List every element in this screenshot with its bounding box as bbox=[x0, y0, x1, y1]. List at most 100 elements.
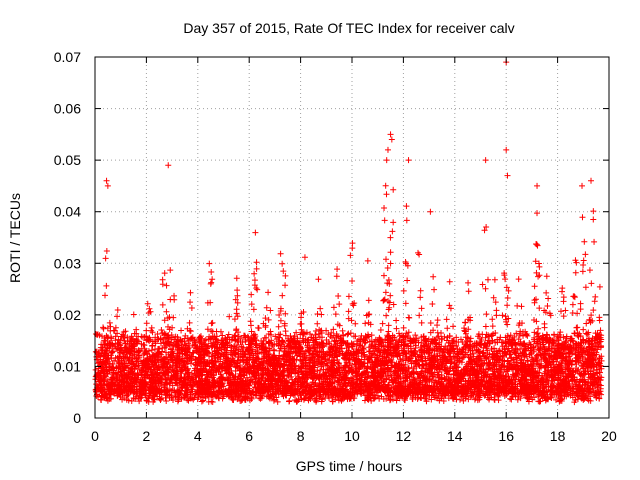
data-point bbox=[458, 359, 465, 366]
data-point bbox=[206, 260, 213, 267]
data-point bbox=[208, 268, 215, 275]
data-point bbox=[577, 333, 584, 340]
data-point bbox=[187, 360, 194, 367]
data-point bbox=[208, 279, 215, 286]
data-point bbox=[188, 305, 195, 312]
data-point bbox=[208, 353, 215, 360]
data-points bbox=[92, 59, 605, 406]
data-point bbox=[591, 238, 598, 245]
data-point bbox=[122, 328, 129, 335]
data-point bbox=[161, 317, 168, 324]
data-point bbox=[130, 311, 137, 318]
data-point bbox=[144, 300, 151, 307]
data-point bbox=[545, 295, 552, 302]
data-point bbox=[577, 306, 584, 313]
data-point bbox=[579, 268, 586, 275]
data-point bbox=[204, 326, 211, 333]
data-point bbox=[149, 343, 156, 350]
data-point bbox=[418, 319, 425, 326]
data-point bbox=[248, 328, 255, 335]
data-point bbox=[491, 276, 498, 283]
data-point bbox=[382, 289, 389, 296]
data-point bbox=[571, 294, 578, 301]
data-point bbox=[390, 219, 397, 226]
data-point bbox=[431, 286, 438, 293]
data-point bbox=[265, 289, 272, 296]
data-point bbox=[588, 280, 595, 287]
data-point bbox=[133, 326, 140, 333]
data-point bbox=[145, 310, 152, 317]
data-point bbox=[307, 331, 314, 338]
data-point bbox=[532, 296, 539, 303]
data-point bbox=[163, 308, 170, 315]
data-point bbox=[330, 304, 337, 311]
data-point bbox=[418, 339, 425, 346]
data-point bbox=[450, 323, 457, 330]
data-point bbox=[387, 260, 394, 267]
data-point bbox=[557, 329, 564, 336]
data-point bbox=[225, 331, 232, 338]
data-point bbox=[361, 397, 368, 404]
data-point bbox=[489, 332, 496, 339]
data-point bbox=[158, 327, 165, 334]
data-point bbox=[385, 328, 392, 335]
data-point bbox=[443, 316, 450, 323]
data-point bbox=[209, 276, 216, 283]
data-point bbox=[446, 302, 453, 309]
data-point bbox=[400, 287, 407, 294]
data-point bbox=[106, 319, 113, 326]
data-point bbox=[103, 247, 110, 254]
data-point bbox=[253, 265, 260, 272]
data-point bbox=[364, 257, 371, 264]
data-point bbox=[429, 300, 436, 307]
data-point bbox=[381, 217, 388, 224]
data-point bbox=[385, 322, 392, 329]
data-point bbox=[233, 275, 240, 282]
data-point bbox=[298, 320, 305, 327]
data-point bbox=[548, 348, 555, 355]
data-point bbox=[543, 289, 550, 296]
data-point bbox=[206, 353, 213, 360]
data-point bbox=[380, 297, 387, 304]
grid-lines bbox=[95, 57, 609, 418]
data-point bbox=[178, 327, 185, 334]
data-point bbox=[250, 306, 257, 313]
data-point bbox=[209, 399, 216, 406]
data-point bbox=[390, 186, 397, 193]
data-point bbox=[563, 393, 570, 400]
data-point bbox=[544, 302, 551, 309]
data-point bbox=[514, 396, 521, 403]
data-point bbox=[569, 301, 576, 308]
data-point bbox=[504, 295, 511, 302]
data-point bbox=[446, 278, 453, 285]
data-point bbox=[114, 306, 121, 313]
data-point bbox=[251, 270, 258, 277]
data-point bbox=[482, 285, 489, 292]
data-point bbox=[560, 313, 567, 320]
data-point bbox=[528, 350, 535, 357]
data-point bbox=[534, 210, 541, 217]
data-point bbox=[427, 319, 434, 326]
data-point bbox=[383, 312, 390, 319]
data-point bbox=[482, 323, 489, 330]
data-point bbox=[386, 397, 393, 404]
data-point bbox=[590, 216, 597, 223]
data-point bbox=[597, 327, 604, 334]
data-point bbox=[572, 269, 579, 276]
data-point bbox=[233, 306, 240, 313]
data-point bbox=[400, 324, 407, 331]
data-point bbox=[253, 259, 260, 266]
data-point bbox=[315, 276, 322, 283]
data-point bbox=[226, 313, 233, 320]
data-point bbox=[580, 262, 587, 269]
data-point bbox=[282, 272, 289, 279]
data-point bbox=[100, 325, 107, 332]
data-point bbox=[481, 227, 488, 234]
data-point bbox=[556, 398, 563, 405]
data-point bbox=[159, 301, 166, 308]
data-point bbox=[115, 341, 122, 348]
data-point bbox=[279, 292, 286, 299]
data-point bbox=[347, 252, 354, 259]
data-point bbox=[484, 276, 491, 283]
